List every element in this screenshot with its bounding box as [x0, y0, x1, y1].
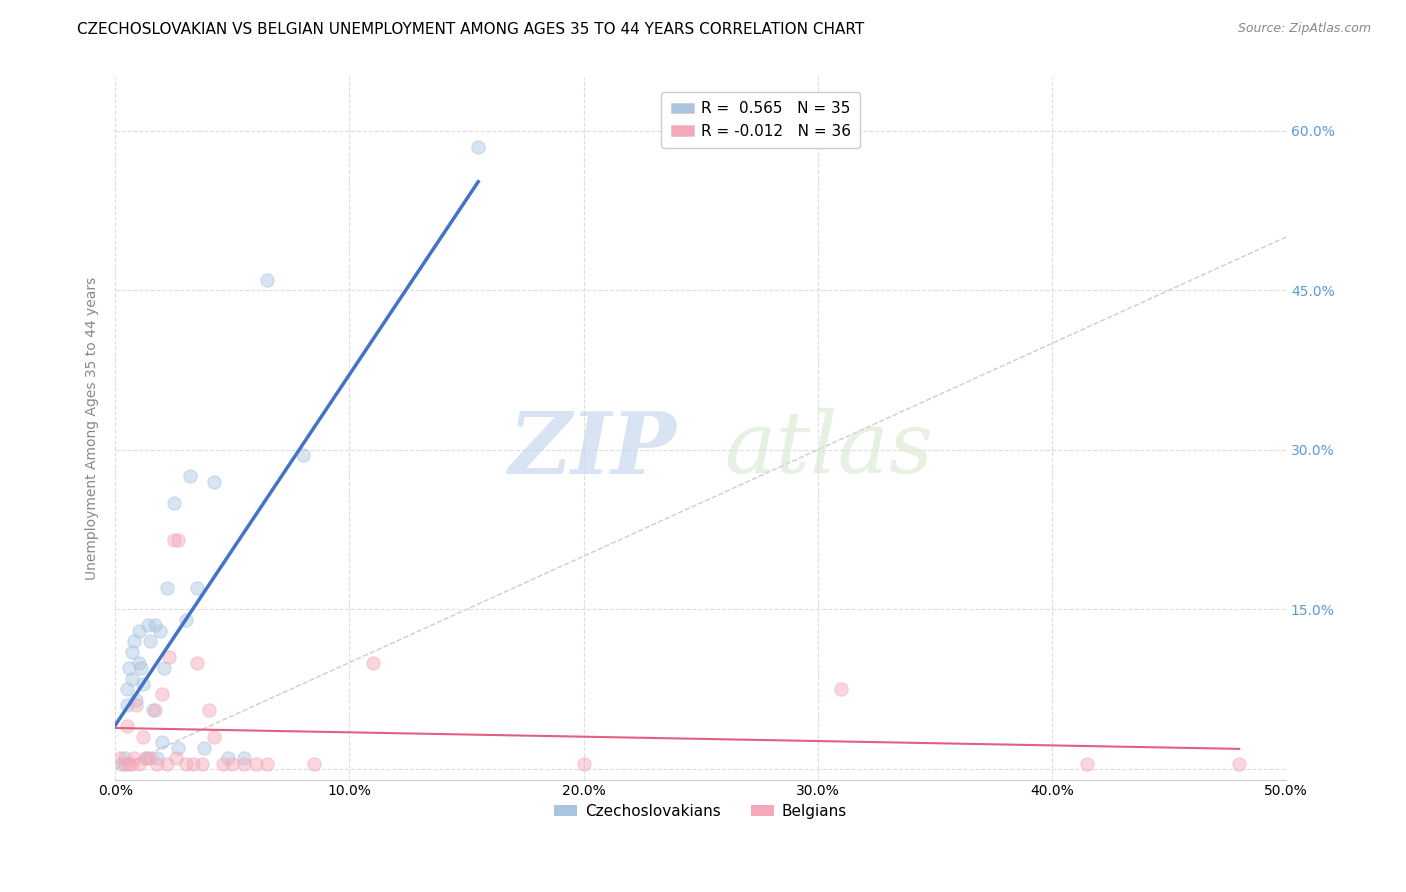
Point	[156, 756, 179, 771]
Point	[146, 756, 169, 771]
Point	[572, 756, 595, 771]
Text: ZIP: ZIP	[509, 408, 678, 491]
Point	[1227, 756, 1250, 771]
Point	[149, 624, 172, 638]
Point	[217, 751, 239, 765]
Point	[128, 624, 150, 638]
Text: CZECHOSLOVAKIAN VS BELGIAN UNEMPLOYMENT AMONG AGES 35 TO 44 YEARS CORRELATION CH: CZECHOSLOVAKIAN VS BELGIAN UNEMPLOYMENT …	[77, 22, 865, 37]
Point	[1076, 756, 1098, 771]
Point	[136, 618, 159, 632]
Point	[198, 703, 221, 717]
Point	[179, 469, 201, 483]
Point	[233, 756, 256, 771]
Legend: Czechoslovakians, Belgians: Czechoslovakians, Belgians	[548, 797, 853, 824]
Point	[256, 756, 278, 771]
Point	[114, 751, 136, 765]
Point	[115, 698, 138, 713]
Point	[135, 751, 157, 765]
Point	[143, 618, 166, 632]
Point	[132, 730, 155, 744]
Point	[150, 688, 173, 702]
Point	[174, 613, 197, 627]
Point	[156, 581, 179, 595]
Point	[167, 740, 190, 755]
Point	[304, 756, 326, 771]
Text: atlas: atlas	[724, 409, 934, 491]
Point	[233, 751, 256, 765]
Point	[111, 756, 134, 771]
Point	[150, 735, 173, 749]
Point	[221, 756, 243, 771]
Point	[165, 751, 187, 765]
Point	[153, 661, 176, 675]
Point	[186, 656, 208, 670]
Point	[202, 475, 225, 489]
Point	[212, 756, 235, 771]
Point	[174, 756, 197, 771]
Point	[143, 703, 166, 717]
Point	[157, 650, 180, 665]
Point	[118, 661, 141, 675]
Point	[125, 698, 148, 713]
Text: Source: ZipAtlas.com: Source: ZipAtlas.com	[1237, 22, 1371, 36]
Point	[129, 661, 152, 675]
Point	[128, 756, 150, 771]
Point	[181, 756, 204, 771]
Point	[121, 672, 143, 686]
Point	[163, 533, 186, 548]
Point	[125, 693, 148, 707]
Point	[114, 756, 136, 771]
Point	[361, 656, 384, 670]
Point	[122, 751, 145, 765]
Point	[167, 533, 190, 548]
Point	[121, 756, 143, 771]
Point	[118, 756, 141, 771]
Point	[291, 448, 314, 462]
Point	[108, 751, 131, 765]
Point	[115, 719, 138, 733]
Point	[186, 581, 208, 595]
Point	[467, 139, 489, 153]
Y-axis label: Unemployment Among Ages 35 to 44 years: Unemployment Among Ages 35 to 44 years	[86, 277, 100, 580]
Point	[128, 656, 150, 670]
Point	[121, 645, 143, 659]
Point	[139, 634, 162, 648]
Point	[135, 751, 157, 765]
Point	[146, 751, 169, 765]
Point	[115, 682, 138, 697]
Point	[202, 730, 225, 744]
Point	[830, 682, 852, 697]
Point	[245, 756, 267, 771]
Point	[163, 496, 186, 510]
Point	[193, 740, 215, 755]
Point	[132, 677, 155, 691]
Point	[122, 634, 145, 648]
Point	[191, 756, 214, 771]
Point	[142, 703, 165, 717]
Point	[139, 751, 162, 765]
Point	[256, 272, 278, 286]
